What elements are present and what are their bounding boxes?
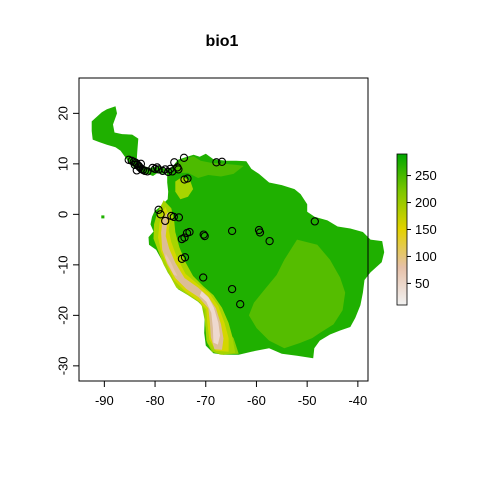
land-central-america bbox=[91, 106, 167, 176]
raster-layer bbox=[91, 106, 385, 359]
occurrence-point bbox=[212, 158, 221, 167]
occurrence-point bbox=[154, 165, 163, 174]
occurrence-point bbox=[200, 231, 209, 241]
occurrence-points bbox=[124, 153, 319, 309]
colorbar-legend: 50 100 150 200 250 bbox=[396, 153, 437, 306]
occurrence-point bbox=[169, 212, 178, 222]
y-axis: 20 10 0 -10 -20 -30 bbox=[56, 106, 79, 375]
x-axis: -90 -80 -70 -60 -50 -40 bbox=[95, 381, 367, 408]
map-title: bio1 bbox=[206, 33, 239, 50]
occurrence-point bbox=[136, 159, 146, 168]
occurrence-point bbox=[183, 174, 192, 183]
colorbar-tick-label: 250 bbox=[415, 168, 437, 183]
occurrence-point bbox=[124, 155, 133, 164]
occurrence-point bbox=[132, 166, 141, 175]
y-tick-label: -20 bbox=[56, 306, 71, 325]
x-tick-label: -90 bbox=[95, 393, 114, 408]
occurrence-point bbox=[199, 230, 208, 239]
occurrence-point bbox=[199, 273, 208, 282]
occurrence-point bbox=[255, 228, 265, 237]
occurrence-point bbox=[265, 236, 274, 246]
occurrence-point bbox=[150, 164, 160, 174]
colorbar-tick-label: 50 bbox=[415, 276, 429, 291]
x-tick-label: -50 bbox=[298, 393, 317, 408]
occurrence-point bbox=[217, 157, 227, 166]
colorbar-ticks: 50 100 150 200 250 bbox=[407, 168, 437, 291]
occurrence-point bbox=[227, 226, 237, 236]
plateau-brazil bbox=[248, 239, 346, 349]
occurrence-point bbox=[236, 300, 245, 309]
occurrence-point bbox=[310, 217, 319, 226]
occurrence-point bbox=[154, 205, 163, 214]
colorbar bbox=[396, 153, 408, 306]
plot-frame bbox=[78, 77, 369, 382]
y-tick-label: 10 bbox=[56, 157, 71, 171]
island bbox=[101, 215, 105, 219]
colorbar-tick-label: 100 bbox=[415, 249, 437, 264]
x-tick-label: -70 bbox=[196, 393, 215, 408]
x-tick-label: -40 bbox=[348, 393, 367, 408]
x-tick-label: -80 bbox=[146, 393, 165, 408]
occurrence-point bbox=[174, 213, 184, 222]
x-tick-label: -60 bbox=[247, 393, 266, 408]
occurrence-point bbox=[130, 160, 139, 170]
occurrence-point bbox=[177, 254, 187, 263]
colorbar-tick-label: 150 bbox=[415, 222, 437, 237]
occurrence-point bbox=[174, 165, 183, 174]
occurrence-point bbox=[227, 284, 237, 294]
occurrence-point bbox=[156, 210, 165, 219]
y-tick-label: -10 bbox=[56, 255, 71, 274]
y-tick-label: -30 bbox=[56, 356, 71, 375]
occurrence-point bbox=[185, 227, 194, 237]
occurrence-point bbox=[179, 153, 189, 162]
occurrence-point bbox=[180, 233, 189, 242]
occurrence-point bbox=[168, 167, 177, 176]
lowland-caribbean bbox=[172, 156, 244, 178]
andes-peak-peru bbox=[165, 253, 178, 276]
y-tick-label: 20 bbox=[56, 106, 71, 120]
occurrence-point bbox=[161, 216, 170, 226]
altiplano bbox=[199, 291, 220, 345]
y-tick-label: 0 bbox=[56, 211, 71, 218]
colorbar-tick-label: 200 bbox=[415, 195, 437, 210]
